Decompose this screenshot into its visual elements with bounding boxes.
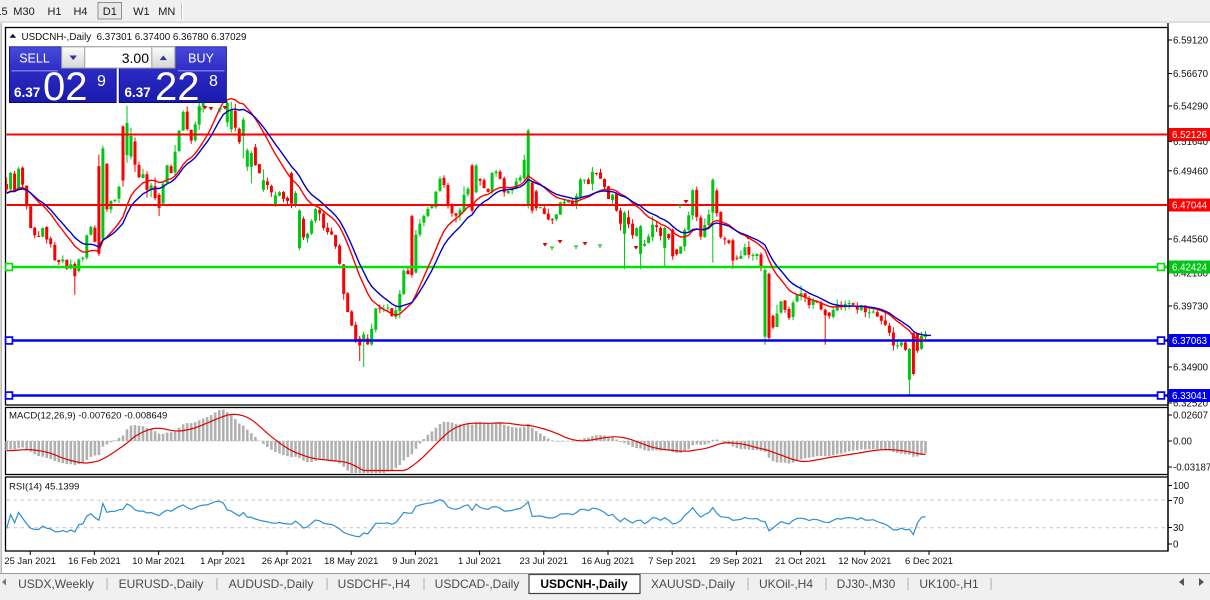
svg-text:26 Apr 2021: 26 Apr 2021	[262, 555, 313, 566]
svg-text:6 Dec 2021: 6 Dec 2021	[905, 555, 953, 566]
svg-text:30: 30	[1173, 523, 1184, 534]
svg-text:21 Oct 2021: 21 Oct 2021	[775, 555, 826, 566]
svg-text:EURUSD-,Daily: EURUSD-,Daily	[119, 577, 204, 591]
svg-text:-0.031872: -0.031872	[1173, 463, 1210, 474]
svg-text:6.34900: 6.34900	[1173, 363, 1209, 374]
svg-text:RSI(14) 45.1399: RSI(14) 45.1399	[9, 482, 79, 493]
svg-text:6.54290: 6.54290	[1173, 102, 1209, 113]
svg-text:23 Jul 2021: 23 Jul 2021	[520, 555, 568, 566]
svg-text:9 Jun 2021: 9 Jun 2021	[392, 555, 438, 566]
svg-text:XAUUSD-,Daily: XAUUSD-,Daily	[651, 577, 735, 591]
svg-text:UK100-,H1: UK100-,H1	[919, 577, 979, 591]
svg-text:15: 15	[0, 6, 8, 18]
svg-text:6.37063: 6.37063	[1172, 336, 1207, 347]
svg-text:6.39730: 6.39730	[1173, 302, 1209, 313]
svg-text:H1: H1	[47, 6, 61, 18]
svg-text:100: 100	[1173, 481, 1190, 492]
svg-text:6.37: 6.37	[14, 85, 40, 100]
svg-text:6.32520: 6.32520	[1173, 399, 1209, 410]
svg-text:SELL: SELL	[19, 52, 50, 66]
svg-text:USDCHF-,H4: USDCHF-,H4	[338, 577, 411, 591]
svg-text:AUDUSD-,Daily: AUDUSD-,Daily	[229, 577, 314, 591]
svg-text:25 Jan 2021: 25 Jan 2021	[4, 555, 56, 566]
svg-text:6.37: 6.37	[125, 85, 151, 100]
svg-text:6.47044: 6.47044	[1172, 201, 1208, 212]
svg-text:6.42424: 6.42424	[1172, 263, 1208, 274]
svg-text:USDX,Weekly: USDX,Weekly	[18, 577, 94, 591]
svg-text:USDCAD-,Daily: USDCAD-,Daily	[435, 577, 520, 591]
svg-text:W1: W1	[133, 6, 150, 18]
svg-text:9: 9	[97, 73, 106, 90]
svg-text:7 Sep 2021: 7 Sep 2021	[648, 555, 696, 566]
svg-text:1 Jul 2021: 1 Jul 2021	[458, 555, 501, 566]
svg-text:22: 22	[155, 65, 200, 109]
svg-text:USDCNH-,Daily 6.37301 6.37400: USDCNH-,Daily 6.37301 6.37400 6.36780 6.…	[22, 32, 247, 43]
svg-text:16 Feb 2021: 16 Feb 2021	[68, 555, 121, 566]
svg-text:6.33041: 6.33041	[1172, 391, 1207, 402]
svg-text:6.59120: 6.59120	[1173, 36, 1209, 47]
svg-text:0.00: 0.00	[1173, 437, 1192, 448]
svg-text:29 Sep 2021: 29 Sep 2021	[710, 555, 763, 566]
svg-text:6.49460: 6.49460	[1173, 166, 1209, 177]
svg-text:12 Nov 2021: 12 Nov 2021	[838, 555, 891, 566]
svg-text:M30: M30	[13, 6, 34, 18]
svg-text:6.51640: 6.51640	[1173, 137, 1209, 148]
svg-text:3.00: 3.00	[122, 50, 149, 66]
svg-text:8: 8	[209, 73, 218, 90]
svg-text:USDCNH-,Daily: USDCNH-,Daily	[540, 577, 628, 591]
svg-text:10 Mar 2021: 10 Mar 2021	[132, 555, 185, 566]
svg-text:BUY: BUY	[188, 52, 214, 66]
svg-text:D1: D1	[103, 6, 117, 18]
svg-text:6.52126: 6.52126	[1172, 130, 1207, 141]
svg-text:MACD(12,26,9) -0.007620 -0.008: MACD(12,26,9) -0.007620 -0.008649	[9, 411, 167, 422]
svg-text:DJ30-,M30: DJ30-,M30	[837, 577, 896, 591]
svg-text:16 Aug 2021: 16 Aug 2021	[582, 555, 635, 566]
svg-text:1 Apr 2021: 1 Apr 2021	[200, 555, 245, 566]
svg-text:70: 70	[1173, 496, 1184, 507]
svg-text:MN: MN	[158, 6, 175, 18]
svg-text:6.56670: 6.56670	[1173, 69, 1209, 80]
svg-text:0: 0	[1173, 540, 1179, 551]
svg-text:18 May 2021: 18 May 2021	[324, 555, 378, 566]
svg-text:6.42180: 6.42180	[1173, 269, 1209, 280]
svg-text:H4: H4	[73, 6, 87, 18]
svg-text:02: 02	[43, 65, 88, 109]
svg-text:0.02607: 0.02607	[1173, 411, 1208, 422]
svg-text:6.44560: 6.44560	[1173, 235, 1209, 246]
svg-text:UKOil-,H4: UKOil-,H4	[759, 577, 813, 591]
